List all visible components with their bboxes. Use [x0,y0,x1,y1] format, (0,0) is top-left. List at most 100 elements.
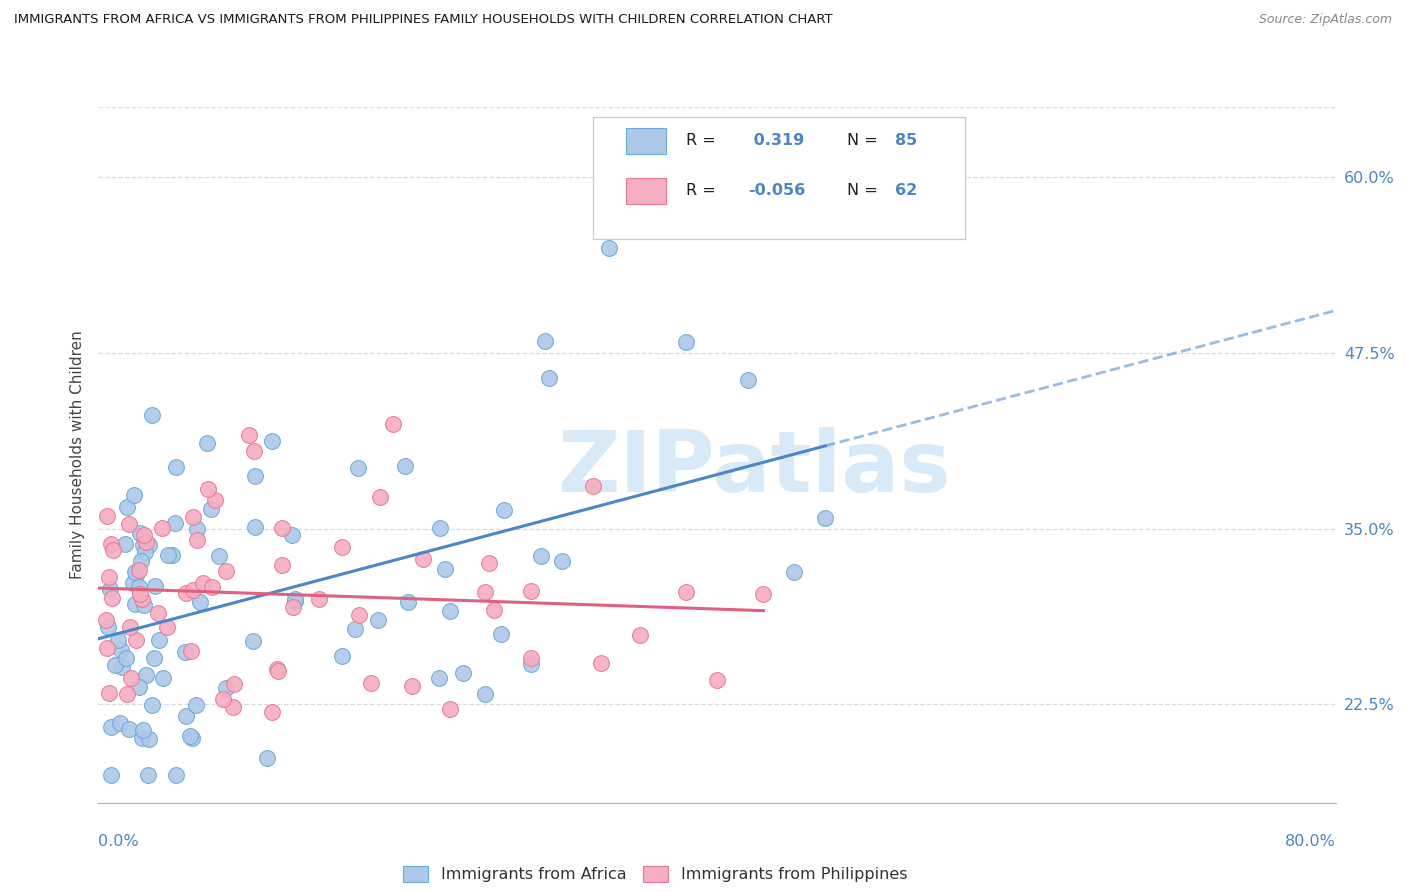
Point [134,544,156,558]
Point [96,509,118,524]
Point [186,522,208,536]
Point [412,552,434,566]
Point [97,570,120,584]
Point [267,664,290,678]
Point [675,584,697,599]
Text: -0.056: -0.056 [748,183,806,198]
Text: R =: R = [686,133,716,148]
Point [349,607,371,622]
Point [98,686,121,700]
Point [120,619,142,633]
Point [242,633,264,648]
Point [208,549,231,564]
Point [132,538,155,552]
Point [110,716,132,731]
Point [266,662,288,676]
Point [489,626,512,640]
Point [181,731,204,745]
Point [215,564,238,578]
Point [152,672,174,686]
Point [135,668,157,682]
Point [100,767,122,781]
Point [129,526,152,541]
Point [451,665,474,680]
Point [598,242,620,256]
Point [100,720,122,734]
Point [347,461,370,475]
Point [143,579,166,593]
Text: ZIPatlas: ZIPatlas [557,427,950,510]
Point [128,580,150,594]
Point [96,641,118,656]
Point [368,490,391,504]
Point [150,521,173,535]
Point [814,511,837,525]
Text: N =: N = [846,133,877,148]
Point [166,767,188,781]
Point [243,469,266,483]
Point [589,656,612,670]
Point [131,592,153,607]
Point [360,675,382,690]
Point [148,633,170,648]
Point [212,692,235,706]
Point [271,558,294,572]
Point [132,723,155,737]
Point [138,538,160,552]
Point [439,604,461,618]
Point [330,541,353,555]
Point [118,722,141,736]
Point [492,503,515,517]
Point [107,632,129,647]
Point [520,650,543,665]
Point [110,643,132,657]
Point [433,562,456,576]
Point [157,548,180,562]
Point [260,434,283,448]
Point [520,657,543,671]
Text: 0.319: 0.319 [748,133,804,148]
Point [180,644,202,658]
Point [200,502,222,516]
Point [115,500,138,515]
Point [478,556,501,570]
Point [141,409,163,423]
Point [270,521,292,535]
Point [174,708,197,723]
Point [401,679,423,693]
Point [101,591,124,605]
Text: R =: R = [686,183,716,198]
Point [628,628,651,642]
Point [260,705,283,719]
Point [582,479,605,493]
Point [474,687,496,701]
Point [115,687,138,701]
Point [128,587,150,601]
Point [173,645,195,659]
Text: 85: 85 [896,133,918,148]
Point [134,598,156,612]
Point [675,334,697,349]
Point [120,671,142,685]
Y-axis label: Family Households with Children: Family Households with Children [69,331,84,579]
Point [256,750,278,764]
Point [118,516,141,531]
Point [474,585,496,599]
Point [146,606,169,620]
Text: Source: ZipAtlas.com: Source: ZipAtlas.com [1258,13,1392,27]
Point [138,732,160,747]
Point [737,373,759,387]
Point [104,657,127,672]
Point [125,567,148,582]
Point [308,592,330,607]
Text: N =: N = [846,183,877,198]
Point [330,649,353,664]
Point [143,650,166,665]
Point [97,620,120,634]
Point [115,651,138,665]
Point [222,677,245,691]
Point [125,633,148,648]
Point [100,536,122,550]
Point [156,620,179,634]
Point [179,729,201,743]
